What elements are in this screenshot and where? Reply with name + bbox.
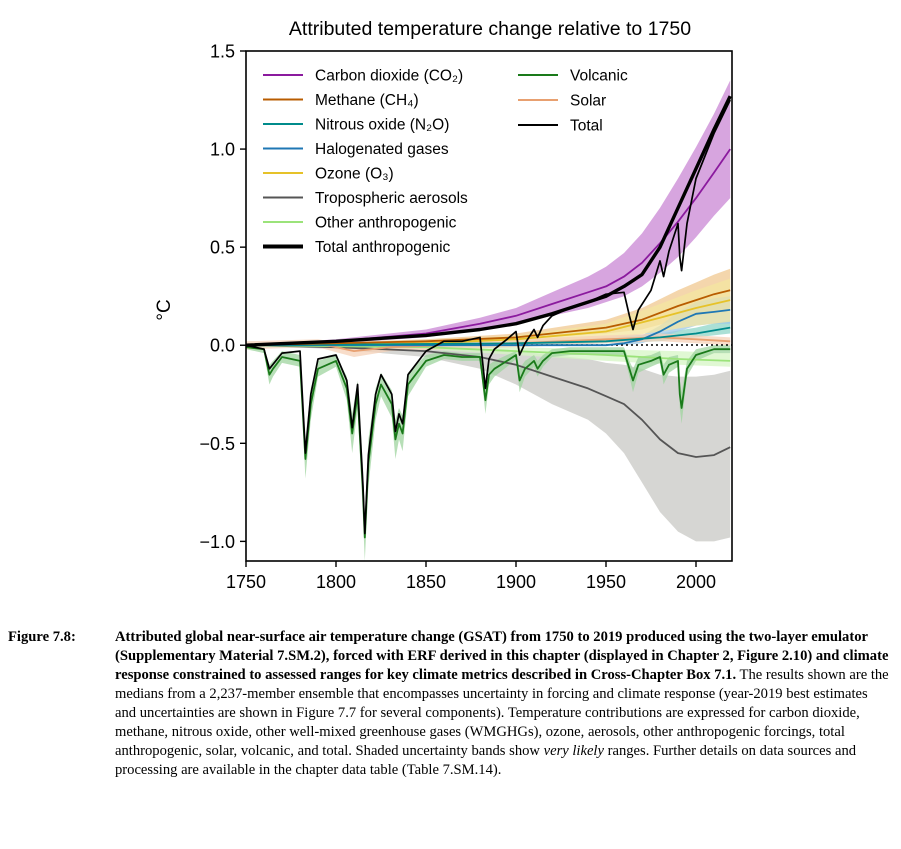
- volcanic-legend-label: Volcanic: [570, 68, 628, 85]
- chart-title: Attributed temperature change relative t…: [289, 18, 691, 40]
- x-tick-label: 1950: [586, 572, 626, 592]
- x-tick-label: 1850: [406, 572, 446, 592]
- nitrous-oxide-n-o-legend-label: Nitrous oxide (N₂O): [315, 117, 449, 134]
- solar-legend-label: Solar: [570, 93, 606, 110]
- x-tick-label: 1750: [226, 572, 266, 592]
- carbon-dioxide-co-legend-label: Carbon dioxide (CO₂): [315, 68, 463, 85]
- y-axis-label: °C: [154, 299, 175, 320]
- other-anthropogenic-legend-label: Other anthropogenic: [315, 215, 457, 232]
- y-tick-label: 0.0: [210, 336, 235, 356]
- legend: Carbon dioxide (CO₂) Methane (CH₄) Nitrous…: [263, 68, 628, 256]
- y-tick-label: 1.5: [210, 42, 235, 62]
- nitrous-oxide-n-o-line: [246, 326, 731, 347]
- tropospheric-aerosols-uncertainty-band: [246, 345, 731, 542]
- plot-frame: [245, 50, 733, 562]
- halogenated-gases-legend-label: Halogenated gases: [315, 141, 449, 158]
- methane-ch-legend-label: Methane (CH₄): [315, 92, 419, 109]
- caption-body-part-1: The results shown are the medians from a…: [115, 667, 889, 759]
- y-tick-label: 0.5: [210, 238, 235, 258]
- tropospheric-aerosols-legend-label: Tropospheric aerosols: [315, 190, 468, 207]
- x-tick-label: 2000: [676, 572, 716, 592]
- total-legend-label: Total: [570, 118, 603, 135]
- figure-label: Figure 7.8:: [8, 629, 76, 645]
- total-line: [246, 99, 731, 535]
- carbon-dioxide-co-uncertainty-band: [246, 80, 731, 346]
- y-tick-label: −1.0: [199, 532, 235, 552]
- methane-ch-line: [246, 289, 731, 347]
- ozone-o-uncertainty-band: [246, 278, 731, 346]
- total-anthropogenic-legend-label: Total anthropogenic: [315, 239, 451, 256]
- caption-bold-text: Attributed global near-surface air tempe…: [115, 629, 889, 683]
- x-tick-label: 1900: [496, 572, 536, 592]
- caption-body-part-2: ranges. Further details on data sources …: [115, 743, 857, 778]
- y-tick-label: 1.0: [210, 140, 235, 160]
- temperature-attribution-chart: Attributed temperature change relative t…: [154, 18, 733, 592]
- caption-text: Attributed global near-surface air tempe…: [115, 628, 890, 780]
- volcanic-line: [246, 346, 731, 539]
- caption-italic-text: very likely: [543, 743, 604, 759]
- x-tick-label: 1800: [316, 572, 356, 592]
- ozone-o-legend-label: Ozone (O₃): [315, 166, 394, 183]
- tropospheric-aerosols-line: [246, 344, 731, 458]
- total-anthropogenic-line: [246, 95, 732, 347]
- y-tick-label: −0.5: [199, 434, 235, 454]
- halogenated-gases-line: [246, 309, 731, 347]
